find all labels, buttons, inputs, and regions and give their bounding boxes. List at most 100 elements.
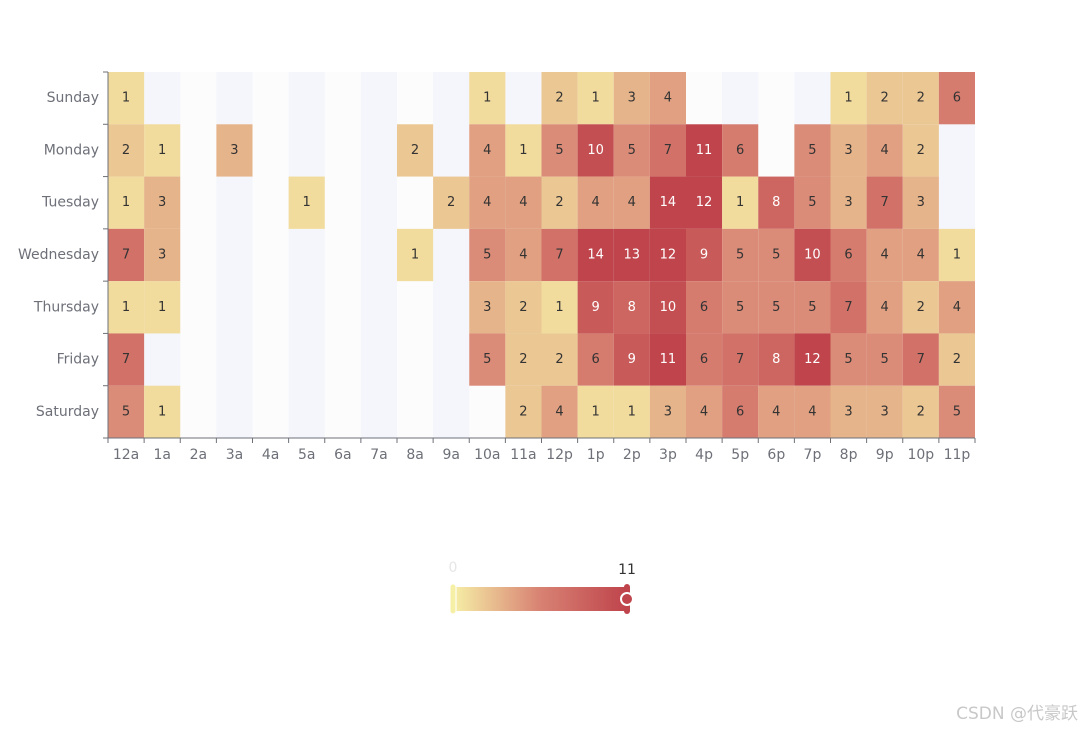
x-tick-label: 12p (546, 447, 573, 463)
cell-label: 5 (953, 404, 961, 419)
cell-label: 4 (483, 143, 491, 158)
cell-label: 4 (953, 300, 961, 315)
heat-cell (397, 124, 434, 177)
x-tick-label: 5p (731, 447, 749, 463)
cell-label: 6 (844, 248, 852, 263)
cell-label: 5 (628, 143, 636, 158)
heat-cell (541, 281, 578, 334)
cell-label: 4 (917, 248, 925, 263)
heat-cell (577, 333, 614, 386)
heat-cell (794, 124, 831, 177)
cell-label: 7 (917, 352, 925, 367)
heat-cell (505, 176, 542, 229)
cell-label: 3 (881, 404, 889, 419)
cell-label: 1 (158, 300, 166, 315)
cell-label: 1 (483, 91, 491, 106)
cell-label: 9 (592, 300, 600, 315)
heat-cell (830, 72, 867, 125)
cell-label: 4 (700, 404, 708, 419)
heat-cell (938, 72, 975, 125)
heat-cell (830, 124, 867, 177)
cell-label: 1 (844, 91, 852, 106)
cell-label: 8 (628, 300, 636, 315)
cell-label: 2 (447, 195, 455, 210)
heat-cell (902, 228, 939, 282)
x-tick-label: 4p (695, 447, 713, 463)
heat-cell (902, 385, 939, 438)
visual-map-knob[interactable] (620, 592, 634, 606)
cell-label: 1 (628, 404, 636, 419)
cell-label: 14 (660, 195, 677, 210)
cell-label: 2 (917, 404, 925, 419)
cell-label: 4 (592, 195, 600, 210)
heat-cell (288, 176, 325, 229)
heat-cell (830, 333, 867, 386)
heat-cell (144, 281, 181, 334)
cell-label: 7 (736, 352, 744, 367)
cell-label: 11 (660, 352, 677, 367)
heat-cell (866, 176, 903, 229)
cell-label: 13 (624, 248, 641, 263)
heat-cell (938, 385, 975, 438)
heat-cell (505, 281, 542, 334)
heat-cell (649, 176, 686, 229)
visual-map-handle[interactable] (449, 583, 457, 615)
cell-label: 3 (844, 143, 852, 158)
cell-label: 5 (808, 195, 816, 210)
heat-cell (830, 176, 867, 229)
x-tick-label: 1a (153, 447, 171, 463)
cell-label: 5 (483, 248, 491, 263)
heat-cell (108, 385, 145, 438)
heat-cell (649, 281, 686, 334)
heat-cell (722, 281, 759, 334)
cell-label: 1 (122, 91, 130, 106)
cell-label: 1 (592, 404, 600, 419)
heat-cell (794, 281, 831, 334)
cell-label: 1 (158, 143, 166, 158)
heat-cell (938, 228, 975, 282)
y-tick-label: Thursday (33, 299, 99, 315)
cell-label: 2 (917, 143, 925, 158)
x-tick-label: 10a (474, 447, 500, 463)
heat-cell (758, 333, 795, 386)
visual-map-min: 0 (449, 560, 458, 576)
cell-label: 5 (483, 352, 491, 367)
heat-cell (469, 281, 506, 334)
cell-label: 7 (844, 300, 852, 315)
cell-label: 2 (917, 300, 925, 315)
cell-label: 5 (808, 143, 816, 158)
heat-cell (902, 333, 939, 386)
y-tick-label: Monday (44, 142, 99, 158)
heat-cell (686, 281, 723, 334)
heat-cell (469, 124, 506, 177)
cell-label: 1 (303, 195, 311, 210)
heat-cell (758, 281, 795, 334)
heat-cell (722, 124, 759, 177)
heat-cell (758, 385, 795, 438)
cell-label: 3 (917, 195, 925, 210)
split-area (288, 72, 325, 438)
cell-label: 5 (736, 300, 744, 315)
heat-cell (144, 124, 181, 177)
heat-cell (613, 228, 650, 282)
visual-map-bar (453, 587, 627, 611)
heat-cell (613, 281, 650, 334)
cell-label: 8 (772, 195, 780, 210)
cell-label: 1 (555, 300, 563, 315)
cell-label: 1 (122, 300, 130, 315)
x-tick-label: 3a (226, 447, 244, 463)
x-tick-label: 11p (944, 447, 971, 463)
heat-cell (686, 124, 723, 177)
heat-cell (108, 228, 145, 282)
heat-cell (541, 72, 578, 125)
heat-cell (108, 281, 145, 334)
heat-cell (505, 228, 542, 282)
cell-label: 4 (772, 404, 780, 419)
heat-cell (902, 124, 939, 177)
heat-cell (613, 385, 650, 438)
cell-label: 2 (555, 195, 563, 210)
cell-label: 2 (953, 352, 961, 367)
watermark: CSDN @代豪跃 (956, 703, 1078, 724)
cell-label: 4 (483, 195, 491, 210)
